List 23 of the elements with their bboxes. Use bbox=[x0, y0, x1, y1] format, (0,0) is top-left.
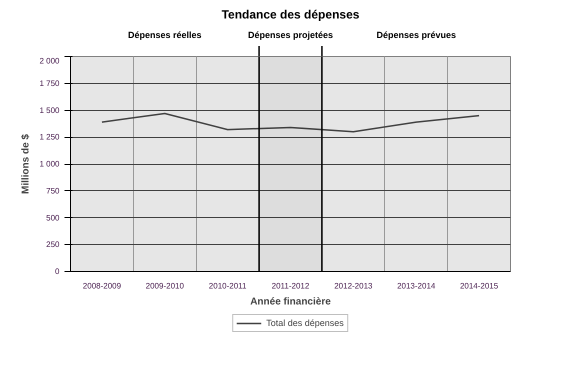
legend-label: Total des dépenses bbox=[266, 318, 344, 328]
y-tick-label: 1 500 bbox=[39, 106, 60, 115]
y-tick-label: 1 750 bbox=[39, 78, 60, 88]
x-axis-title: Année financière bbox=[250, 296, 332, 308]
y-tick-label: 1 250 bbox=[39, 132, 60, 142]
text: Dépenses prévues bbox=[376, 30, 456, 40]
text: Dépenses réelles bbox=[128, 30, 202, 40]
x-tick-label: 2010-2011 bbox=[208, 282, 248, 290]
band-label: Dépenses projetées bbox=[248, 30, 334, 40]
x-tick-label: 2011-2012 bbox=[272, 282, 310, 290]
x-tick-label: 2014-2015 bbox=[460, 282, 499, 290]
x-tick-label: 2008-2009 bbox=[82, 282, 122, 290]
y-tick-label: 750 bbox=[46, 186, 60, 196]
y-tick-label: 0 bbox=[55, 267, 60, 276]
chart-title: Tendance des dépenses bbox=[222, 8, 360, 22]
y-tick-label: 2 000 bbox=[39, 56, 60, 66]
y-tick-label: 250 bbox=[46, 240, 60, 250]
x-tick-label: 2012-2013 bbox=[334, 282, 374, 290]
y-tick-label: 1 000 bbox=[39, 160, 60, 168]
y-axis-title: Millions de $ bbox=[20, 134, 32, 194]
x-tick-label: 2013-2014 bbox=[397, 282, 436, 290]
x-tick-label: 2009-2010 bbox=[146, 282, 184, 290]
y-tick-label: 500 bbox=[46, 213, 60, 222]
